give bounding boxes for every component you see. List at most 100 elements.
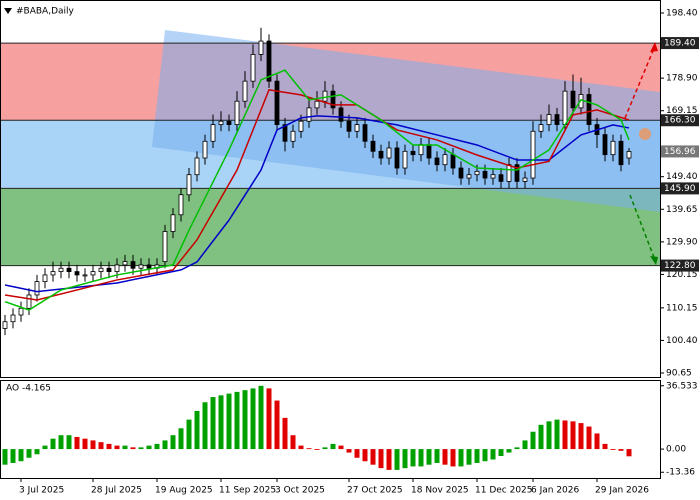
up-arrow-head (650, 42, 658, 52)
ao-bar (578, 423, 584, 450)
candle-body (322, 90, 328, 102)
ao-bar (450, 449, 456, 467)
level-label: 166.30 (664, 116, 696, 126)
ao-bar (562, 420, 568, 450)
ao-bar (498, 449, 504, 457)
ao-bar (314, 449, 320, 450)
candle-body (330, 90, 336, 109)
ao-bar (506, 449, 512, 453)
ao-bar (362, 449, 368, 462)
ao-bar (282, 417, 288, 450)
y-tick-label: 178.90 (666, 74, 698, 84)
candle-body (386, 147, 392, 159)
ao-bar (130, 447, 136, 450)
candle-body (98, 267, 104, 272)
candle-body (66, 267, 72, 272)
x-tick-label: 11 Dec 2025 (475, 486, 533, 496)
level-label-box (661, 182, 699, 195)
candle-body (210, 124, 216, 142)
candle-body (234, 100, 240, 125)
y-tick-label: 169.15 (666, 106, 698, 116)
x-tick-label: 3 Jul 2025 (19, 486, 64, 496)
ao-bar (242, 390, 248, 450)
y-tick-label: 90.65 (666, 368, 692, 378)
ao-bar (586, 426, 592, 450)
ao-bar (202, 402, 208, 450)
marker (639, 128, 651, 140)
candle-body (146, 264, 152, 269)
candle-body (130, 261, 136, 269)
ao-bar (522, 440, 528, 450)
candle-body (466, 174, 472, 179)
candle-body (530, 130, 536, 179)
candle-body (178, 194, 184, 216)
candle-body (202, 140, 208, 159)
ao-bar (162, 440, 168, 450)
x-tick-label: 18 Nov 2025 (411, 486, 469, 496)
ao-bar (250, 388, 256, 450)
ao-bar (514, 447, 520, 450)
ao-bar (458, 449, 464, 467)
candle-body (122, 261, 128, 266)
ao-bar (50, 438, 56, 450)
candle-body (338, 107, 344, 122)
ao-bar (42, 445, 48, 450)
title-icon (4, 8, 12, 14)
x-tick-label: 11 Sep 2025 (219, 486, 276, 496)
candle-body (58, 267, 64, 272)
candle-body (618, 140, 624, 166)
ao-bar (402, 449, 408, 469)
x-tick-label: 6 Jan 2026 (531, 486, 579, 496)
ao-bar (226, 393, 232, 450)
moving-average (4, 69, 630, 311)
ao-tick-label: 0.00 (666, 445, 686, 455)
candle-body (306, 107, 312, 122)
candle-body (42, 274, 48, 283)
ao-tick-label: 36.533 (666, 381, 698, 391)
ao-bar (122, 445, 128, 450)
ao-bar (626, 449, 632, 457)
ao-bar (410, 449, 416, 467)
ao-bar (146, 445, 152, 450)
candle-body (90, 271, 96, 276)
ao-bar (98, 442, 104, 450)
candle-body (546, 114, 552, 125)
ao-bar (298, 445, 304, 450)
ao-bar (570, 421, 576, 450)
ao-panel (0, 380, 661, 479)
ao-bar (306, 448, 312, 450)
level-label: 145.90 (664, 184, 696, 194)
candle-body (74, 271, 80, 276)
level-label: 189.40 (664, 39, 696, 49)
candle-body (570, 90, 576, 109)
level-label: 122.80 (664, 261, 696, 271)
level-label-box (661, 259, 699, 272)
down-arrow-head (650, 256, 658, 265)
y-tick-label: 139.65 (666, 205, 698, 215)
candle-body (610, 140, 616, 156)
ao-bar (114, 445, 120, 450)
y-tick-label: 110.15 (666, 303, 698, 313)
ao-bar (82, 438, 88, 450)
y-tick-label: 198.40 (666, 8, 698, 18)
ao-bar (466, 449, 472, 465)
ao-bar (154, 443, 160, 450)
candle-body (586, 94, 592, 125)
ao-bar (394, 449, 400, 470)
ao-bar (18, 449, 24, 462)
candle-body (82, 274, 88, 277)
candle-body (258, 40, 264, 55)
ao-bar (618, 449, 624, 451)
candle-body (354, 124, 360, 132)
candle-body (362, 124, 368, 142)
last-price-label: 156.96 (664, 147, 696, 157)
candle-body (402, 150, 408, 169)
ao-bar (530, 431, 536, 450)
ao-bar (338, 445, 344, 450)
level-label-box (661, 37, 699, 50)
candle-body (170, 214, 176, 232)
ao-bar (442, 449, 448, 465)
x-tick-label: 28 Jul 2025 (91, 486, 142, 496)
candle-body (482, 170, 488, 179)
